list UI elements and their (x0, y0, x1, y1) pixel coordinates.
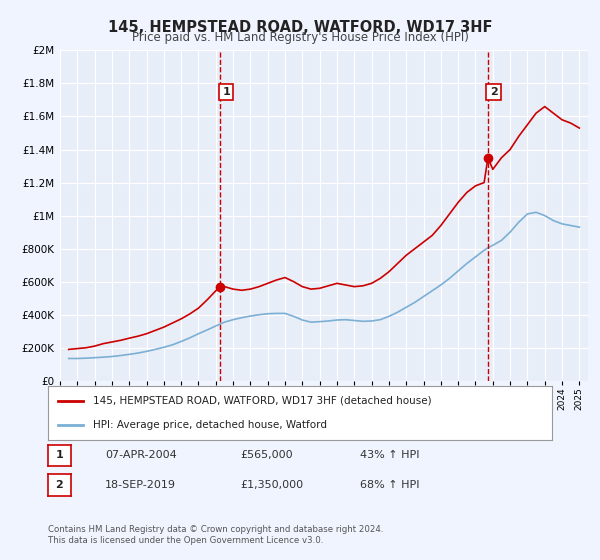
Text: 1: 1 (56, 450, 63, 460)
Text: £1,350,000: £1,350,000 (240, 480, 303, 490)
Text: 18-SEP-2019: 18-SEP-2019 (105, 480, 176, 490)
Text: Contains HM Land Registry data © Crown copyright and database right 2024.
This d: Contains HM Land Registry data © Crown c… (48, 525, 383, 545)
Text: 07-APR-2004: 07-APR-2004 (105, 450, 177, 460)
Text: 1: 1 (222, 87, 230, 97)
Text: Price paid vs. HM Land Registry's House Price Index (HPI): Price paid vs. HM Land Registry's House … (131, 31, 469, 44)
Text: 2: 2 (490, 87, 497, 97)
Text: £565,000: £565,000 (240, 450, 293, 460)
Text: 145, HEMPSTEAD ROAD, WATFORD, WD17 3HF: 145, HEMPSTEAD ROAD, WATFORD, WD17 3HF (108, 20, 492, 35)
Text: 68% ↑ HPI: 68% ↑ HPI (360, 480, 419, 490)
Text: 43% ↑ HPI: 43% ↑ HPI (360, 450, 419, 460)
Text: HPI: Average price, detached house, Watford: HPI: Average price, detached house, Watf… (94, 420, 328, 430)
Text: 2: 2 (56, 480, 63, 490)
Text: 145, HEMPSTEAD ROAD, WATFORD, WD17 3HF (detached house): 145, HEMPSTEAD ROAD, WATFORD, WD17 3HF (… (94, 396, 432, 406)
